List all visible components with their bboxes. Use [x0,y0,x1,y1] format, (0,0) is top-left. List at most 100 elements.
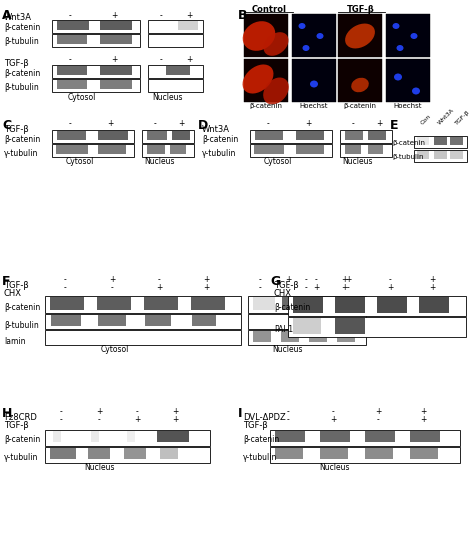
Text: -: - [154,120,156,128]
Bar [57,35,87,44]
Bar [255,131,283,140]
Ellipse shape [243,64,273,93]
Bar [157,431,189,442]
Bar [52,34,140,47]
Bar [124,448,146,459]
Bar [338,14,382,57]
Text: β-catenin: β-catenin [4,302,40,312]
Text: β-catenin: β-catenin [202,134,238,144]
Bar [142,130,194,143]
Bar [100,35,132,44]
Bar [248,296,366,313]
Bar [340,130,392,143]
Text: H: H [2,407,12,420]
Text: lamin: lamin [4,336,26,346]
Ellipse shape [264,32,289,56]
Text: +: + [111,11,117,21]
Bar [98,131,128,140]
Text: -: - [64,283,66,293]
Text: -: - [315,276,318,284]
Ellipse shape [345,23,375,49]
Text: β-catenin: β-catenin [243,435,279,443]
Text: -: - [266,120,269,128]
Bar [365,448,393,459]
Text: β-catenin: β-catenin [4,134,40,144]
Text: Nucleus: Nucleus [273,346,303,354]
Text: Wnt3A: Wnt3A [4,14,32,22]
Bar [296,145,324,154]
Bar [57,66,87,75]
Text: +: + [111,56,117,64]
Text: I: I [238,407,243,420]
Text: +: + [420,416,426,424]
Text: Nucleus: Nucleus [343,157,373,167]
Bar [338,59,382,102]
Bar [45,430,210,446]
Text: +: + [186,11,192,21]
Bar [52,144,134,157]
Text: +: + [387,283,393,293]
Text: +: + [313,283,319,293]
Bar [288,296,466,316]
Text: -: - [98,416,100,424]
Bar [192,315,216,326]
Bar [275,448,303,459]
Bar [419,297,449,313]
Ellipse shape [299,23,306,29]
Text: Wnt3A: Wnt3A [437,108,456,126]
Text: β-catenin: β-catenin [4,68,40,78]
Text: -: - [160,11,163,21]
Bar [244,14,288,57]
Text: -: - [287,283,289,293]
Text: +: + [203,283,209,293]
Text: TGF-β: TGF-β [4,281,29,289]
Text: +: + [109,276,115,284]
Bar [434,151,447,159]
Text: +: + [172,416,178,424]
Bar [53,431,61,442]
Bar [296,131,324,140]
Bar [410,431,440,442]
Text: +: + [341,283,347,293]
Bar [414,136,467,148]
Text: G: G [270,275,280,288]
Text: β-tubulin: β-tubulin [4,38,39,46]
Bar [309,331,327,342]
Bar [320,431,350,442]
Text: -: - [377,416,379,424]
Text: Fz8CRD: Fz8CRD [4,412,37,422]
Text: TGF-β: TGF-β [4,58,29,68]
Bar [253,331,271,342]
Bar [144,297,178,310]
Bar [288,317,466,337]
Text: +: + [203,276,209,284]
Bar [335,297,365,313]
Text: F: F [2,275,10,288]
Text: Hoechst: Hoechst [394,103,422,109]
Text: Cytosol: Cytosol [68,92,96,102]
Text: -: - [64,276,66,284]
Text: +: + [178,120,184,128]
Bar [148,34,203,47]
Text: -: - [305,283,307,293]
Bar [50,448,76,459]
Bar [434,137,447,145]
Text: Hoechst: Hoechst [300,103,328,109]
Bar [98,145,126,154]
Text: TGF-β: TGF-β [347,5,375,15]
Text: -: - [60,416,63,424]
Text: β-tubulin: β-tubulin [4,82,39,92]
Bar [244,59,288,102]
Bar [320,448,348,459]
Text: Nucleus: Nucleus [85,464,115,472]
Text: β-tubulin: β-tubulin [4,321,39,329]
Bar [253,297,275,310]
Text: CHX: CHX [274,288,292,298]
Bar [142,144,194,157]
Bar [450,137,463,145]
Bar [98,315,126,326]
Bar [270,430,460,446]
Ellipse shape [351,78,369,92]
Bar [50,297,84,310]
Text: E: E [390,119,399,132]
